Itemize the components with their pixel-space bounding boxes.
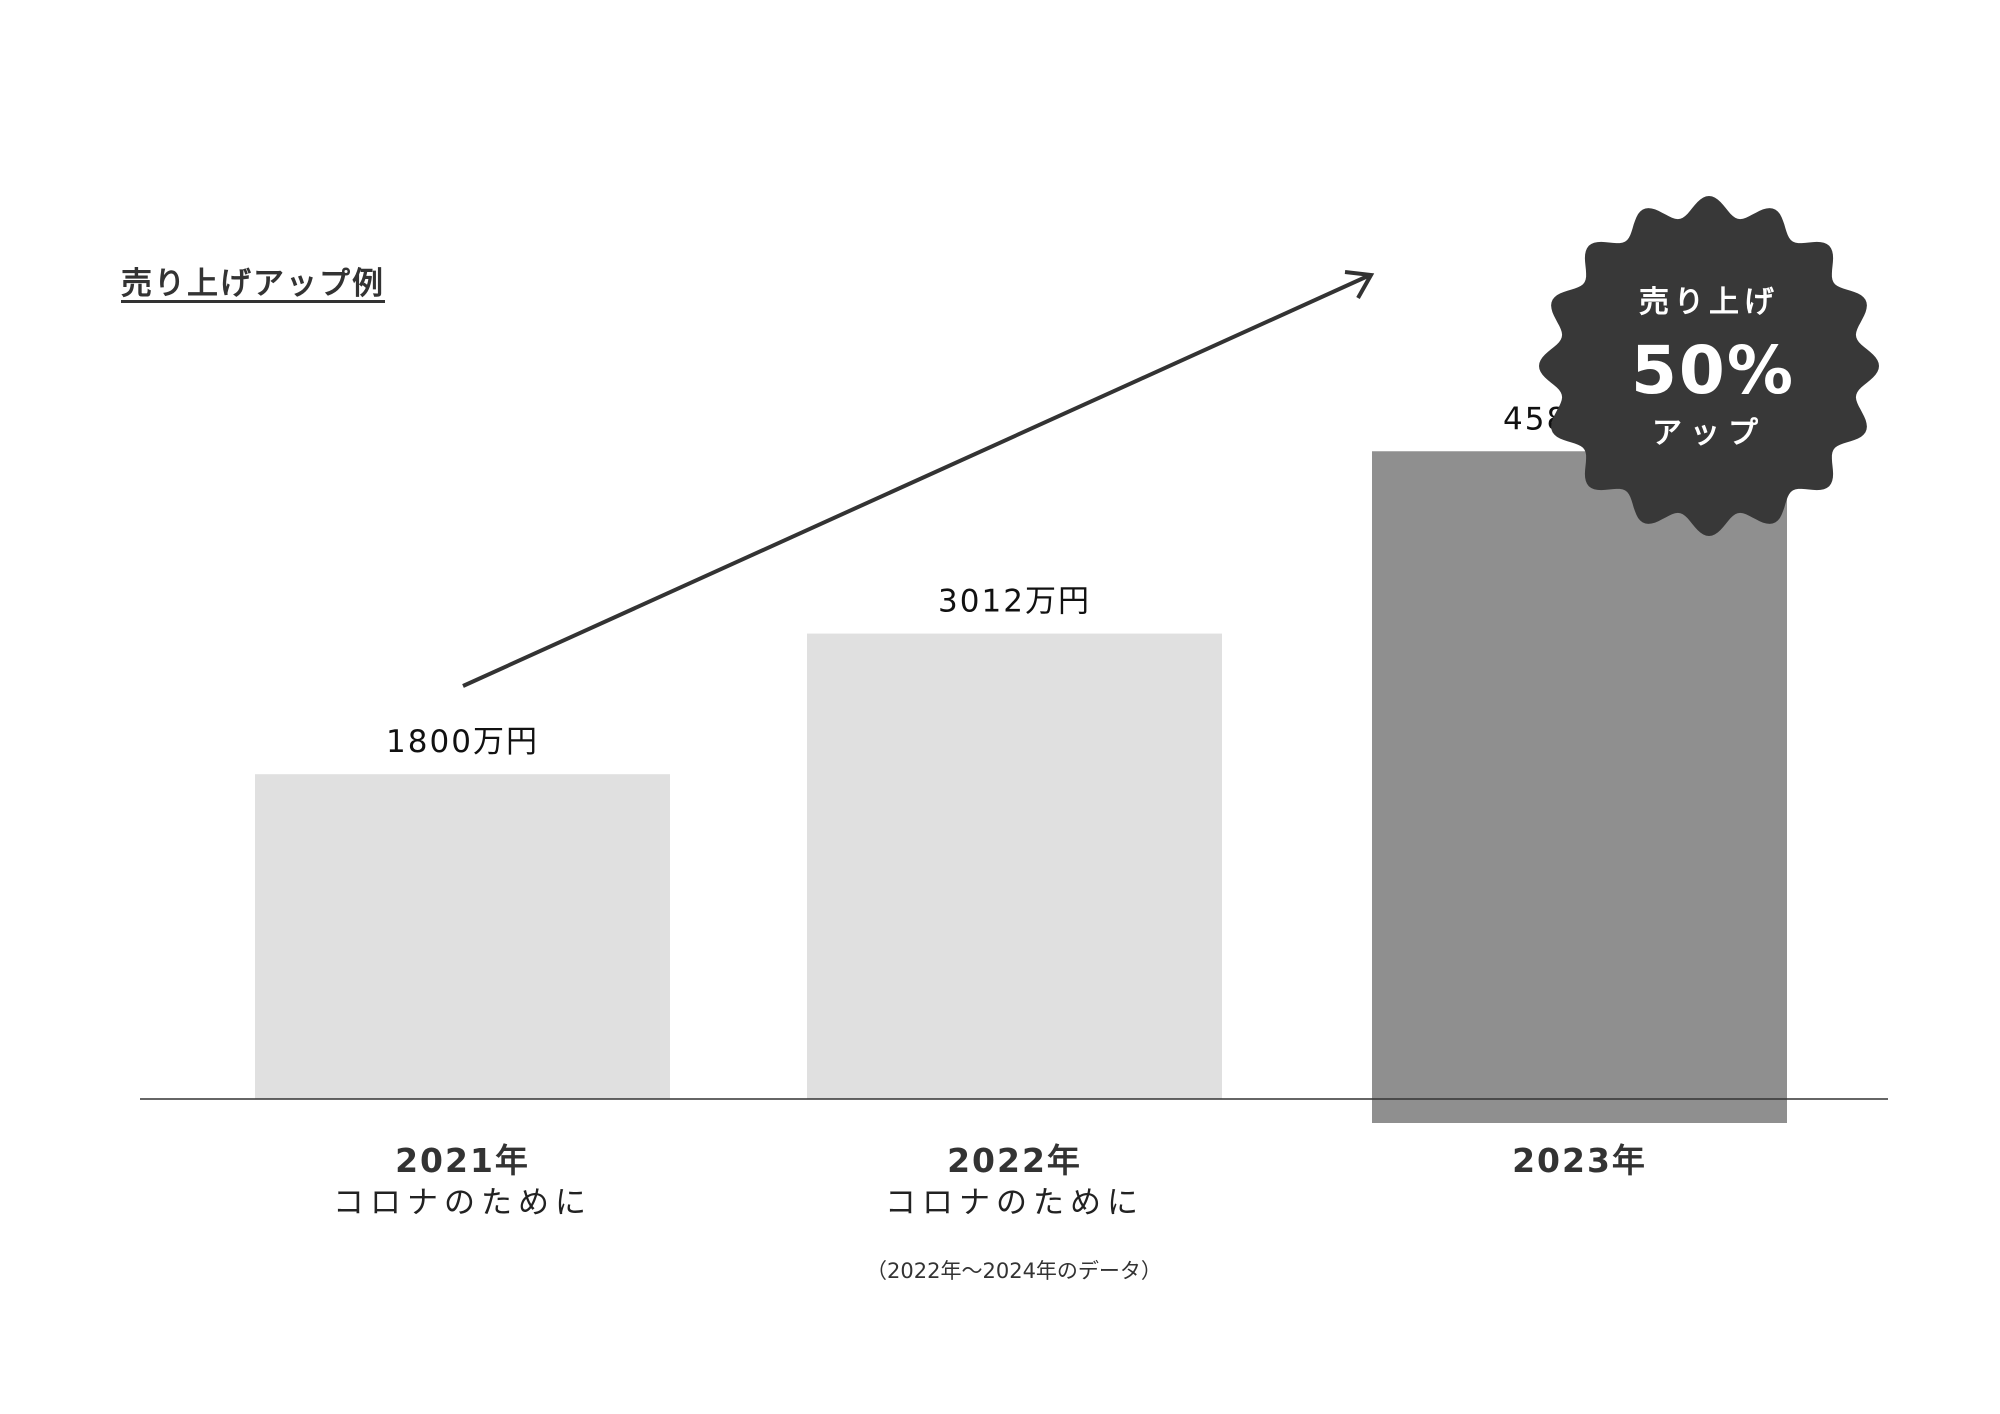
badge-line1: 売り上げ — [1639, 285, 1779, 320]
chart-title: 売り上げアップ例 — [121, 266, 385, 302]
badge-line3: アップ — [1652, 416, 1766, 451]
x-tick-sublabel: コロナのために — [333, 1185, 592, 1221]
badge-shape — [1539, 196, 1879, 536]
bar-2022年 — [807, 633, 1222, 1099]
data-label: 1800万円 — [386, 724, 539, 760]
x-tick-sublabel: コロナのために — [885, 1185, 1144, 1221]
x-tick-label: 2023年 — [1512, 1141, 1647, 1180]
badge-percent: 50% — [1631, 332, 1795, 409]
trend-arrow-line — [462, 274, 1369, 688]
x-tick-label: 2021年 — [395, 1141, 530, 1180]
x-tick-label: 2022年 — [947, 1141, 1082, 1180]
trend-arrow-head — [1344, 270, 1375, 299]
bar-2023年 — [1372, 451, 1787, 1124]
data-label: 3012万円 — [938, 584, 1091, 620]
footnote: （2022年～2024年のデータ） — [866, 1259, 1162, 1283]
bar-2021年 — [255, 774, 670, 1099]
